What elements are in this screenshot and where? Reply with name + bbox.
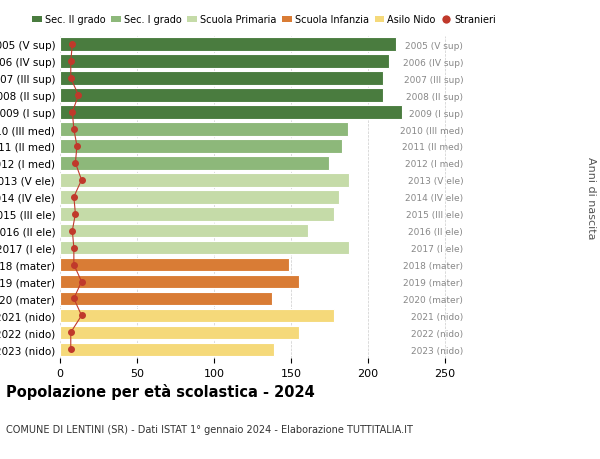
Bar — [60, 157, 329, 170]
Point — [71, 160, 80, 167]
Point — [77, 278, 86, 285]
Bar — [60, 56, 389, 69]
Bar — [60, 292, 272, 306]
Bar — [60, 140, 342, 153]
Point — [77, 312, 86, 319]
Bar — [60, 326, 299, 339]
Point — [69, 245, 79, 252]
Point — [66, 346, 76, 353]
Point — [69, 261, 79, 269]
Bar — [60, 343, 274, 356]
Bar — [60, 89, 383, 103]
Point — [77, 177, 86, 184]
Bar — [60, 39, 395, 52]
Point — [66, 58, 76, 66]
Bar — [60, 174, 349, 187]
Point — [71, 211, 80, 218]
Legend: Sec. II grado, Sec. I grado, Scuola Primaria, Scuola Infanzia, Asilo Nido, Stran: Sec. II grado, Sec. I grado, Scuola Prim… — [32, 16, 496, 25]
Bar — [60, 275, 299, 289]
Bar — [60, 241, 349, 255]
Text: Anni di nascita: Anni di nascita — [586, 156, 596, 239]
Point — [68, 228, 77, 235]
Text: Popolazione per età scolastica - 2024: Popolazione per età scolastica - 2024 — [6, 383, 315, 399]
Point — [69, 126, 79, 134]
Bar — [60, 309, 334, 323]
Point — [66, 329, 76, 336]
Point — [68, 109, 77, 117]
Bar — [60, 123, 348, 136]
Point — [72, 143, 82, 150]
Point — [69, 194, 79, 201]
Point — [66, 75, 76, 83]
Bar — [60, 72, 383, 86]
Bar — [60, 207, 334, 221]
Point — [68, 41, 77, 49]
Text: COMUNE DI LENTINI (SR) - Dati ISTAT 1° gennaio 2024 - Elaborazione TUTTITALIA.IT: COMUNE DI LENTINI (SR) - Dati ISTAT 1° g… — [6, 425, 413, 435]
Bar — [60, 258, 289, 272]
Point — [74, 92, 83, 100]
Bar — [60, 224, 308, 238]
Point — [69, 295, 79, 302]
Bar — [60, 106, 402, 120]
Bar — [60, 190, 338, 204]
